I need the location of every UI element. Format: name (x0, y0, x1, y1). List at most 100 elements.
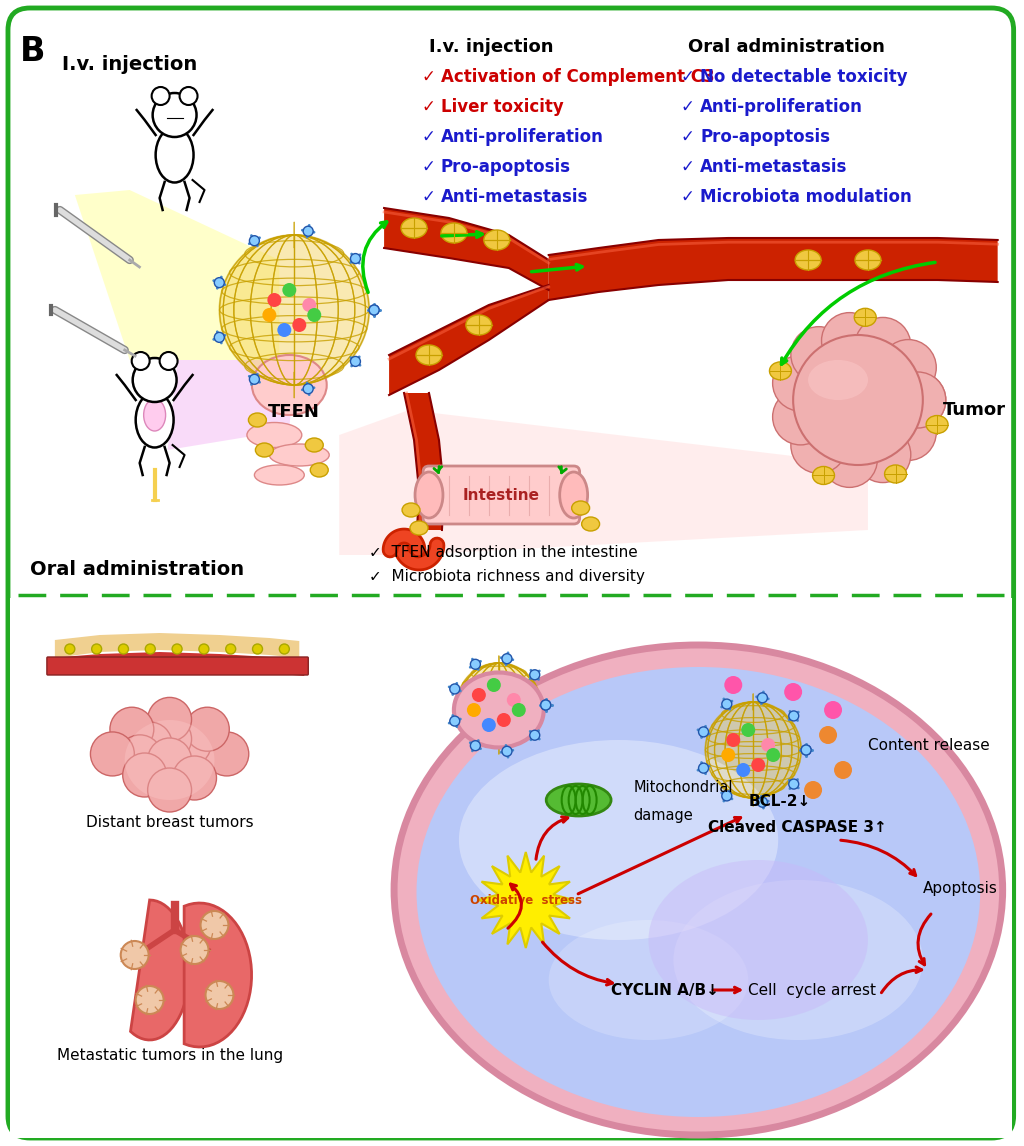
Ellipse shape (571, 501, 590, 515)
Ellipse shape (125, 720, 214, 800)
Circle shape (214, 332, 224, 343)
Polygon shape (55, 633, 299, 658)
Circle shape (801, 745, 811, 755)
Circle shape (118, 735, 162, 779)
Text: damage: damage (634, 808, 693, 823)
Ellipse shape (560, 472, 588, 518)
Circle shape (123, 753, 167, 796)
Text: TFEN: TFEN (268, 403, 321, 421)
Circle shape (512, 702, 525, 717)
Circle shape (303, 384, 313, 394)
Ellipse shape (305, 438, 324, 452)
Circle shape (350, 253, 360, 264)
Text: Activation of Complement C3: Activation of Complement C3 (441, 68, 715, 86)
Circle shape (307, 308, 322, 322)
Ellipse shape (769, 362, 792, 379)
Circle shape (722, 791, 732, 801)
Circle shape (758, 798, 767, 807)
Circle shape (292, 317, 306, 332)
Ellipse shape (401, 218, 427, 238)
Circle shape (890, 372, 946, 427)
Circle shape (821, 313, 878, 369)
Ellipse shape (648, 860, 868, 1020)
Polygon shape (478, 851, 573, 948)
Circle shape (855, 317, 910, 374)
Circle shape (250, 375, 259, 384)
Circle shape (541, 700, 551, 711)
Circle shape (167, 722, 211, 766)
Text: Cell  cycle arrest: Cell cycle arrest (749, 982, 877, 997)
Circle shape (766, 748, 780, 762)
Circle shape (721, 748, 735, 762)
Ellipse shape (143, 399, 166, 431)
Circle shape (121, 941, 148, 970)
Circle shape (110, 707, 154, 752)
Ellipse shape (254, 465, 304, 485)
Ellipse shape (269, 444, 330, 466)
Circle shape (881, 405, 936, 461)
Ellipse shape (484, 230, 510, 250)
Circle shape (834, 761, 852, 779)
Text: No detectable toxicity: No detectable toxicity (700, 68, 908, 86)
Circle shape (262, 308, 276, 322)
Text: Oral administration: Oral administration (688, 38, 886, 56)
Circle shape (752, 758, 765, 772)
Circle shape (180, 936, 209, 964)
Ellipse shape (808, 360, 868, 400)
Text: ✓: ✓ (421, 158, 435, 176)
Circle shape (450, 716, 460, 727)
Ellipse shape (394, 645, 1002, 1135)
Ellipse shape (674, 880, 923, 1041)
Circle shape (761, 738, 775, 752)
Circle shape (90, 732, 134, 776)
Text: Pro-apoptosis: Pro-apoptosis (700, 128, 830, 146)
Text: ✓: ✓ (680, 99, 694, 116)
Circle shape (470, 740, 480, 751)
Circle shape (147, 698, 191, 741)
Text: BCL-2↓: BCL-2↓ (749, 794, 810, 809)
Ellipse shape (854, 308, 877, 327)
Polygon shape (184, 903, 252, 1047)
Circle shape (741, 723, 756, 737)
Ellipse shape (546, 784, 611, 816)
Ellipse shape (255, 444, 273, 457)
Text: Liver toxicity: Liver toxicity (441, 99, 564, 116)
Circle shape (206, 981, 233, 1008)
Circle shape (369, 305, 379, 315)
Ellipse shape (885, 465, 906, 482)
Ellipse shape (855, 250, 881, 270)
Text: ✓: ✓ (680, 128, 694, 146)
Circle shape (369, 305, 379, 315)
Circle shape (253, 644, 262, 654)
Text: ✓: ✓ (680, 68, 694, 86)
Circle shape (502, 746, 512, 756)
Ellipse shape (706, 702, 801, 798)
Circle shape (147, 738, 191, 782)
Circle shape (541, 700, 551, 711)
Circle shape (470, 659, 480, 669)
Ellipse shape (410, 521, 428, 535)
Ellipse shape (417, 667, 980, 1117)
Text: Anti-metastasis: Anti-metastasis (700, 158, 848, 176)
Polygon shape (384, 209, 549, 290)
Circle shape (794, 335, 923, 465)
Text: I.v. injection: I.v. injection (429, 38, 554, 56)
Circle shape (450, 684, 460, 694)
Ellipse shape (416, 345, 442, 364)
Ellipse shape (249, 413, 266, 427)
Text: ✓  TFEN adsorption in the intestine: ✓ TFEN adsorption in the intestine (369, 545, 638, 560)
Circle shape (302, 298, 316, 312)
Circle shape (173, 756, 216, 800)
Ellipse shape (459, 740, 778, 940)
Bar (10, 598, 1012, 1138)
Text: Anti-proliferation: Anti-proliferation (700, 99, 863, 116)
Circle shape (92, 644, 101, 654)
Circle shape (497, 713, 511, 727)
FancyBboxPatch shape (8, 8, 1014, 1138)
Polygon shape (50, 652, 304, 676)
Text: Cleaved CASPASE 3↑: Cleaved CASPASE 3↑ (709, 821, 887, 835)
Circle shape (890, 372, 946, 427)
Ellipse shape (156, 127, 194, 182)
Ellipse shape (310, 463, 329, 477)
Circle shape (283, 283, 296, 297)
